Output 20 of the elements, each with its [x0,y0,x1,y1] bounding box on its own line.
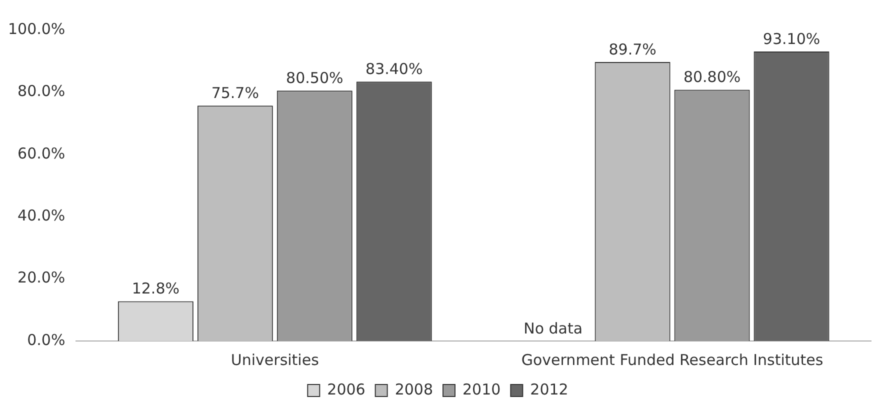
y-tick-label: 40.0% [18,206,66,224]
data-label: 89.7% [608,40,656,58]
data-label: 80.80% [683,68,741,86]
y-tick-label: 60.0% [18,144,66,162]
data-label: 93.10% [762,30,820,48]
x-tick-label: Government Funded Research Institutes [521,350,824,369]
text: No data [524,319,583,338]
data-label: 80.50% [286,69,344,88]
y-tick-label: 100.0% [8,20,66,38]
y-tick-label: 0.0% [27,330,66,349]
data-label: 12.8% [132,280,180,298]
legend-label: 2010 [462,380,501,398]
legend-label: 2012 [530,380,568,398]
data-label: 75.7% [211,84,259,102]
legend-label: 2006 [327,380,366,398]
y-tick-label: 20.0% [18,268,66,287]
data-label: 83.40% [366,60,423,78]
x-tick-label: Universities [230,350,320,369]
legend-label: 2008 [394,380,434,398]
y-tick-label: 80.0% [18,82,66,100]
